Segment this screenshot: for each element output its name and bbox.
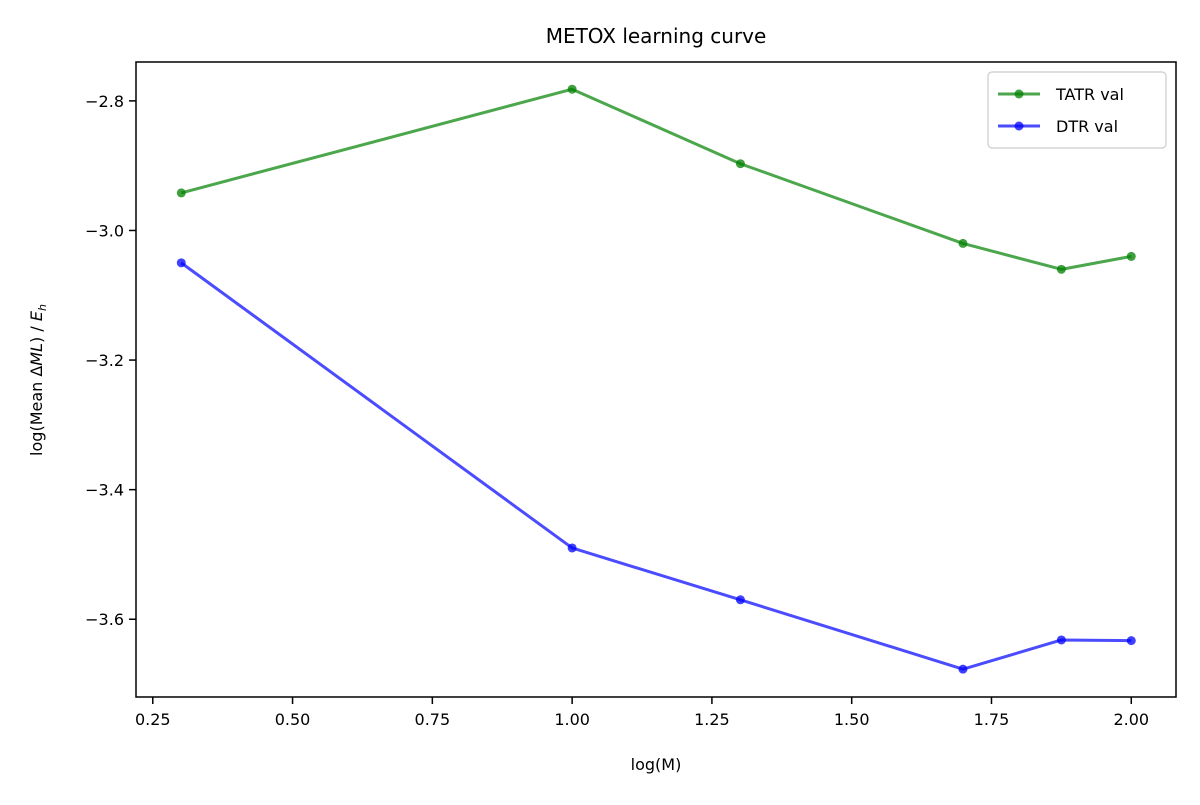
y-label-prefix: log(Mean [27,377,46,456]
legend-label: DTR val [1056,117,1118,136]
x-tick-label: 1.50 [834,710,870,729]
x-tick-label: 2.00 [1113,710,1149,729]
data-point [1056,264,1066,274]
y-label-suffix: ) / [27,321,46,343]
y-tick-label: −3.6 [85,610,124,629]
data-point [735,595,745,605]
series-layer [176,84,1136,674]
data-point [567,84,577,94]
data-point [1126,636,1136,646]
series-line-1 [180,261,1132,671]
data-point [958,664,968,674]
data-point [1126,251,1136,261]
y-tick-label: −3.4 [85,481,124,500]
legend-box [987,71,1167,149]
y-axis-label: log(Mean ΔML) / Eh [27,304,49,456]
x-tick-label: 1.75 [974,710,1010,729]
y-axis: −2.8 −3.0 −3.2 −3.4 −3.6 [85,92,136,629]
legend-swatch-marker [1014,89,1024,99]
data-point [735,159,745,169]
data-point [567,543,577,553]
legend-label: TATR val [1055,85,1124,104]
x-axis: 0.25 0.50 0.75 1.00 1.25 1.50 1.75 2.00 [135,697,1149,729]
y-label-sub: h [36,304,49,311]
x-tick-label: 0.50 [275,710,311,729]
series-line-0 [180,87,1132,271]
legend: TATR val DTR val [987,71,1167,149]
data-point [176,188,186,198]
chart-title: METOX learning curve [546,24,767,48]
plot-area [135,61,1177,698]
y-tick-label: −2.8 [85,92,124,111]
x-tick-label: 0.75 [415,710,451,729]
y-label-delta: Δ [27,366,46,377]
x-tick-label: 1.00 [554,710,590,729]
data-point [958,238,968,248]
y-label-ml: ML [27,343,46,366]
x-tick-label: 1.25 [694,710,730,729]
legend-swatch-marker [1014,121,1024,131]
y-tick-label: −3.2 [85,351,124,370]
data-point [176,258,186,268]
x-tick-label: 0.25 [135,710,171,729]
x-axis-label: log(M) [631,755,682,774]
y-label-e: E [27,310,46,321]
plot-frame [135,61,1177,698]
data-point [1056,635,1066,645]
y-tick-label: −3.0 [85,221,124,240]
